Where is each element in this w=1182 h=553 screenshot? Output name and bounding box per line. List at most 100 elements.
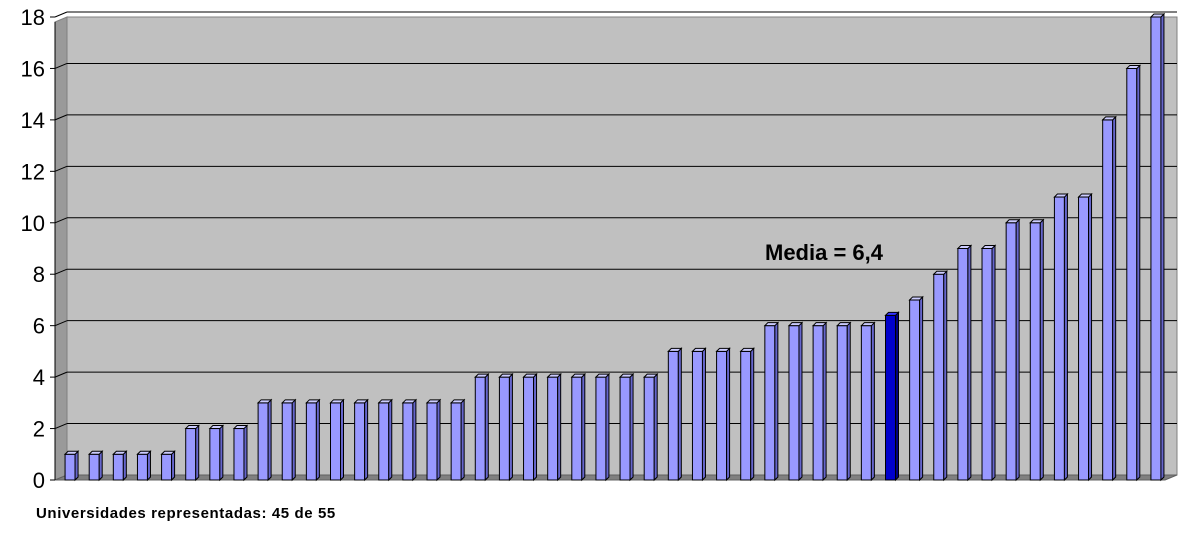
bar-side xyxy=(267,398,272,482)
bar-side xyxy=(967,244,972,482)
y-tick-label: 2 xyxy=(33,417,45,442)
bar-top xyxy=(353,399,369,404)
bar-top xyxy=(498,373,514,378)
bar-side xyxy=(581,372,586,482)
bar-front xyxy=(233,428,245,481)
gridline-side xyxy=(54,423,68,430)
bar xyxy=(691,347,707,482)
bar-side xyxy=(412,398,417,482)
bar-front xyxy=(788,325,800,481)
bar-top xyxy=(1077,193,1093,198)
bar-side xyxy=(557,372,562,482)
bar-side xyxy=(484,372,489,482)
bar-front xyxy=(209,428,221,481)
bar xyxy=(474,372,490,482)
bar xyxy=(811,321,828,482)
bar-front xyxy=(523,376,535,481)
bar-front xyxy=(957,248,969,481)
bar xyxy=(329,398,345,482)
bar-top xyxy=(1149,13,1166,18)
bar-top xyxy=(932,270,948,275)
bar-side xyxy=(219,424,224,482)
plot-side-wall xyxy=(54,16,68,481)
bar-front xyxy=(812,325,824,481)
footnote: Universidades representadas: 45 de 55 xyxy=(36,505,336,522)
bar-side xyxy=(74,450,79,482)
bar xyxy=(1004,218,1021,482)
bar-top xyxy=(908,296,924,301)
bar xyxy=(1053,192,1069,482)
gridline-side xyxy=(54,371,68,378)
bar-top xyxy=(1125,64,1142,69)
bar-side xyxy=(895,311,899,482)
y-tick-label: 18 xyxy=(21,5,45,30)
bar-side xyxy=(171,450,176,482)
y-tick-label: 14 xyxy=(21,108,45,133)
bar-front xyxy=(933,273,945,481)
y-tick-label: 10 xyxy=(21,211,45,236)
bar-front xyxy=(1005,222,1017,481)
bar xyxy=(232,424,249,482)
bar-top xyxy=(1004,219,1021,224)
bar-top xyxy=(594,373,611,378)
bar-highlight xyxy=(884,311,900,482)
bar-top xyxy=(112,450,128,455)
bar-top xyxy=(256,399,273,404)
bars xyxy=(63,12,1166,482)
bar xyxy=(401,398,418,482)
bar-top xyxy=(980,245,997,249)
bar-side xyxy=(774,321,779,482)
bar xyxy=(1029,218,1045,482)
bar xyxy=(63,450,80,482)
bar-top xyxy=(522,373,538,378)
gridline-side xyxy=(54,114,68,121)
bar xyxy=(1149,12,1166,482)
gridline-side xyxy=(54,217,68,224)
bar-top xyxy=(377,399,393,404)
bar-front xyxy=(619,376,631,481)
bar-front xyxy=(450,402,462,481)
bar-front xyxy=(305,402,317,481)
bar xyxy=(498,372,514,482)
bar xyxy=(377,398,393,482)
bar xyxy=(739,347,755,482)
bar xyxy=(184,424,200,482)
bar-top xyxy=(208,425,225,430)
bar-side xyxy=(726,347,731,482)
bar-side xyxy=(870,321,875,482)
bar xyxy=(353,398,369,482)
bar-front xyxy=(354,402,366,481)
bar-top xyxy=(474,373,490,378)
y-tick-label: 16 xyxy=(21,56,45,81)
bar-front xyxy=(667,350,679,481)
bar xyxy=(1125,64,1142,482)
bar-front xyxy=(643,376,655,481)
y-tick-label: 4 xyxy=(33,365,45,390)
bar-side xyxy=(943,270,948,482)
bar-top xyxy=(87,450,104,455)
bar-top xyxy=(1029,219,1045,224)
bar-side xyxy=(122,450,127,482)
bar-top xyxy=(136,450,152,455)
bar-top xyxy=(836,322,852,327)
bar-top xyxy=(160,450,176,455)
bar-front xyxy=(112,453,124,481)
bar-side xyxy=(315,398,320,482)
bar xyxy=(160,450,176,482)
bar-front xyxy=(547,376,559,481)
bar-front xyxy=(981,248,993,481)
bar-front xyxy=(909,299,921,481)
bar-front xyxy=(257,402,269,481)
bar-top xyxy=(425,399,442,404)
bar-chart: 0 2 4 6 8 10 12 14 16 18 Media = 6,4 xyxy=(21,5,1178,493)
bar-side xyxy=(1039,218,1044,482)
gridline-side xyxy=(54,62,68,69)
bar xyxy=(256,398,273,482)
y-tick-label: 12 xyxy=(21,159,45,184)
bar-side xyxy=(243,424,248,482)
bar-top xyxy=(401,399,418,404)
bar xyxy=(449,398,466,482)
bar xyxy=(112,450,128,482)
y-tick-label: 0 xyxy=(33,468,45,493)
gridline-side xyxy=(54,165,68,172)
